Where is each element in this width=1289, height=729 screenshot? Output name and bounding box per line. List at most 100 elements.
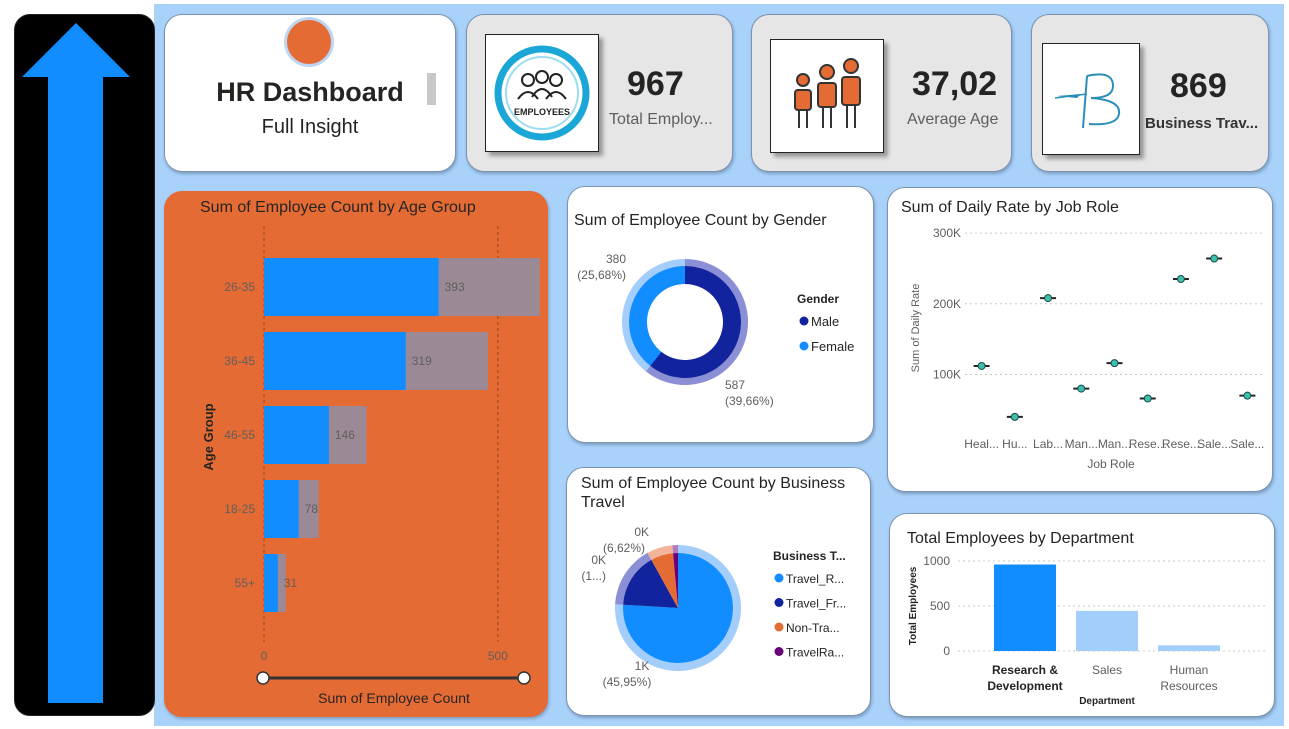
bar [994,564,1056,651]
y-tick-label: 36-45 [224,354,255,368]
travel-logo [1042,43,1140,155]
x-tick-label: Heal... [964,437,999,451]
x-tick-label: 0 [261,649,268,663]
pie-slice [623,559,678,608]
bar [264,554,278,612]
page-title: HR Dashboard [216,77,404,107]
bar [1158,645,1220,651]
kpi-value: 869 [1170,67,1227,105]
gender-chart-card: Sum of Employee Count by Gender 587 (39,66… [567,186,874,443]
x-tick-label: Sales [1092,663,1122,677]
legend-swatch [799,341,809,351]
legend-swatch [774,647,784,656]
pie-outer-ring [615,552,652,605]
slice-value-label: 380 [606,252,626,266]
zoom-slider-handle-left[interactable] [256,671,270,685]
slice-pct-label: (45,95%) [603,675,652,689]
scatter-point [1110,359,1119,368]
x-tick-label: Human Resources [1160,663,1217,693]
x-tick-label: Lab... [1033,437,1063,451]
donut-slice [629,266,685,366]
pie-outer-ring [672,545,678,554]
y-tick-label: 500 [930,599,950,613]
x-tick-label: Rese... [1162,437,1200,451]
x-tick-label: Man... [1065,437,1098,451]
employees-logo-icon: EMPLOYEES [494,45,590,141]
x-tick-label: Hu... [1002,437,1027,451]
department-chart-card: Total Employees by Department 0 500 1000 Tot… [889,513,1275,717]
scatter-point [1243,391,1252,400]
kpi-average-age: 37,02 Average Age [751,14,1012,172]
y-tick-label: 0 [943,644,950,658]
pie-slice [651,553,678,608]
title-card: HR Dashboard Full Insight [164,14,456,172]
scatter-point [1210,254,1219,263]
business-travel-chart-card: Sum of Employee Count by Business Travel 1… [566,467,871,716]
scatter-point [1044,294,1053,303]
data-label: 393 [445,280,465,294]
up-arrow-icon[interactable] [15,15,154,715]
y-tick-label: 26-35 [224,280,255,294]
people-group-icon [794,58,861,128]
age-group-chart-card: Sum of Employee Count by Age Group 0 500 39… [164,191,548,717]
slice-value-label: 1K [635,659,650,673]
data-label: 31 [284,576,298,590]
bar [264,258,439,316]
legend-item-label: Travel_Fr... [786,597,846,611]
chart-title: Total Employees by Department [907,530,1134,547]
x-tick-label: Rese... [1129,437,1167,451]
slice-pct-label: (25,68%) [577,268,626,282]
donut-outer-ring [645,259,748,385]
kpi-total-employees: EMPLOYEES 967 Total Employ... [466,14,733,172]
data-label: 146 [335,428,355,442]
legend-swatch [774,622,784,632]
daily-rate-chart: Sum of Daily Rate by Job Role 100K 200K 300… [901,199,1264,471]
legend-item-label: TravelRa... [786,646,844,660]
kpi-value: 967 [627,65,684,103]
slice-pct-label: (6,62%) [603,541,645,555]
scatter-point [1176,275,1185,284]
x-tick-label: Sale... [1230,437,1264,451]
scroll-indicator [427,73,436,105]
scatter-point [1143,394,1152,403]
kpi-business-travel: 869 Business Trav... [1031,14,1269,172]
people-logo [770,39,884,153]
slice-value-label: 0K [634,525,649,539]
y-axis-label: Age Group [201,403,216,470]
x-tick-label: Sale... [1197,437,1231,451]
legend-title: Business T... [773,549,846,563]
zoom-slider-handle-right[interactable] [517,671,531,685]
scatter-point [977,361,986,370]
side-panel [14,14,155,716]
chart-title: Sum of Employee Count by Gender [574,212,827,229]
y-tick-label: 200K [933,297,961,311]
x-tick-label: Man... [1098,437,1131,451]
orange-circle-icon [287,20,331,64]
x-tick-label: 500 [488,649,508,663]
x-axis-label: Department [1079,696,1135,707]
x-axis-label: Job Role [1087,457,1135,471]
y-tick-label: 300K [933,226,961,240]
gender-chart: Sum of Employee Count by Gender 587 (39,66… [574,212,854,408]
y-tick-label: 18-25 [224,502,255,516]
pie-slice [673,553,678,608]
chart-title: Sum of Employee Count by Business Travel [581,475,845,511]
legend-swatch [799,316,809,326]
legend-title: Gender [797,292,839,306]
kpi-label: Business Trav... [1145,115,1259,132]
bar [264,480,299,538]
legend-item-label: Female [811,339,854,354]
x-axis-label: Sum of Employee Count [318,690,470,706]
data-label: 78 [305,502,319,516]
data-label: 319 [412,354,432,368]
slice-value-label: 587 [725,378,745,392]
scatter-point [1010,412,1019,421]
legend-item-label: Male [811,314,839,329]
legend-item-label: Non-Tra... [786,621,840,635]
business-travel-logo-icon [1049,64,1133,129]
age-group-chart: Sum of Employee Count by Age Group 0 500 39… [200,199,540,706]
bar [264,332,406,390]
donut-outer-ring [622,259,685,372]
y-tick-label: 55+ [235,576,255,590]
